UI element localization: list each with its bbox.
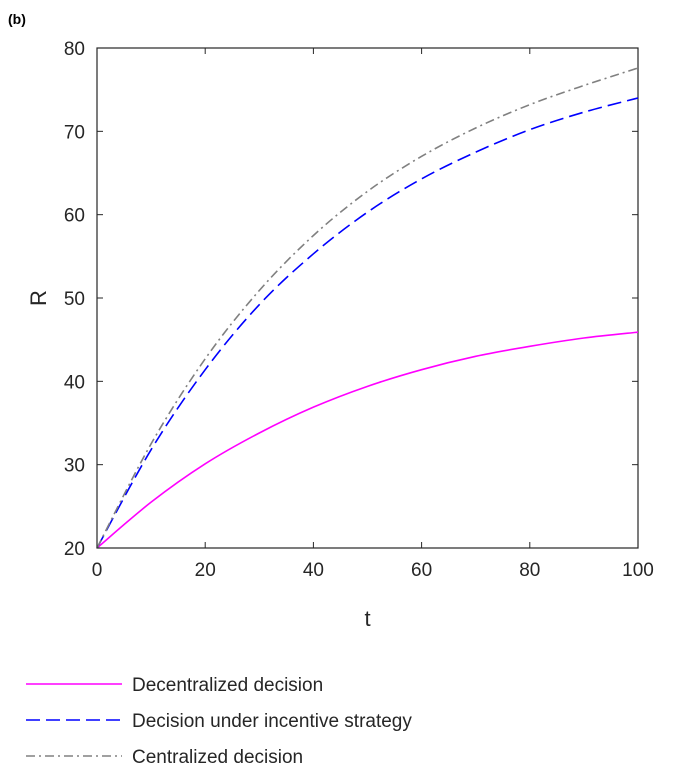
x-tick-label: 100	[622, 560, 654, 581]
x-tick-label: 20	[195, 560, 216, 581]
y-axis-ticks: 20 30 40 50 60 70 80	[64, 39, 638, 560]
y-tick-label: 30	[64, 456, 85, 477]
y-tick-label: 40	[64, 372, 85, 393]
series-line-1	[96, 331, 639, 549]
y-axis-label: R	[26, 290, 51, 306]
legend-label-2: Decision under incentive strategy	[132, 711, 412, 732]
legend: Decentralized decision Decision under inc…	[26, 675, 412, 768]
x-tick-label: 40	[303, 560, 324, 581]
y-tick-label: 20	[64, 539, 85, 560]
series-line-3	[96, 67, 639, 549]
y-tick-label: 60	[64, 206, 85, 227]
x-tick-label: 80	[519, 560, 540, 581]
x-tick-label: 0	[92, 560, 103, 581]
panel-label: (b)	[8, 11, 26, 27]
y-tick-label: 50	[64, 289, 85, 310]
y-tick-label: 70	[64, 122, 85, 143]
legend-label-1: Decentralized decision	[132, 675, 323, 696]
series-line-2	[96, 97, 639, 549]
y-tick-label: 80	[64, 39, 85, 60]
x-axis-label: t	[364, 606, 370, 631]
x-axis-ticks: 0 20 40 60 80 100	[92, 48, 654, 581]
plot-area	[96, 47, 639, 549]
series-layer	[96, 67, 639, 549]
legend-label-3: Centralized decision	[132, 747, 303, 768]
x-tick-label: 60	[411, 560, 432, 581]
